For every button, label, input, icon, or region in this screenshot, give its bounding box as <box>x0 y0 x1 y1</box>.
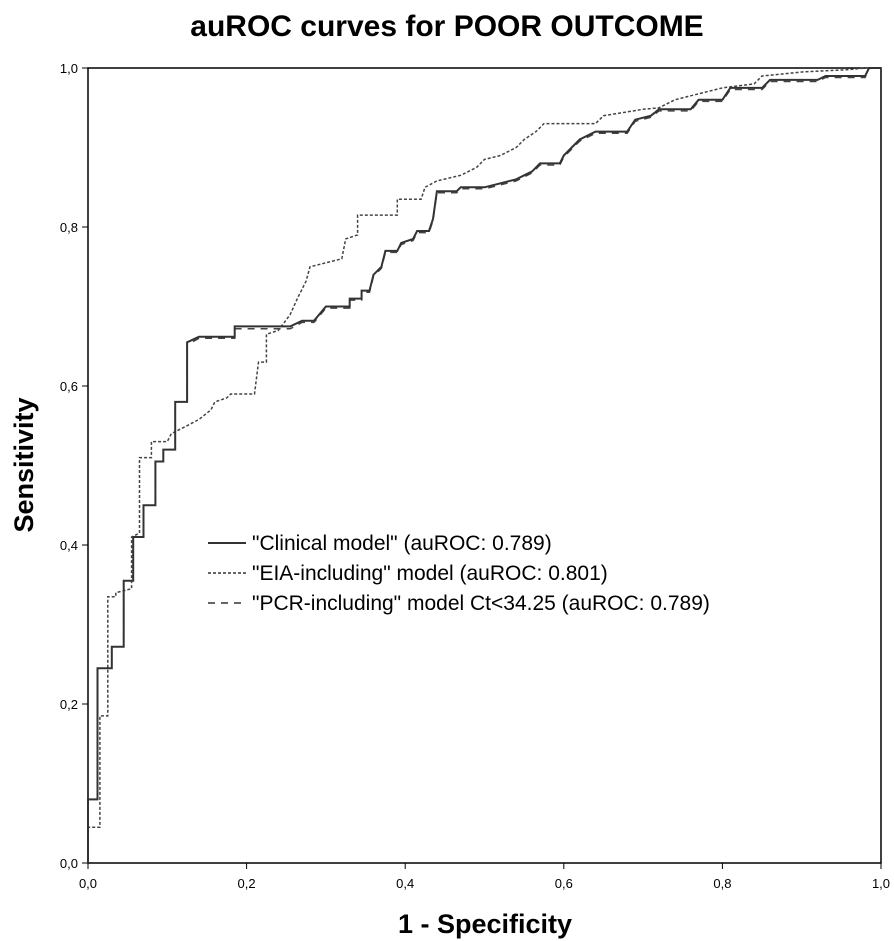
y-axis-title: Sensitivity <box>9 397 39 532</box>
y-tick-label: 0,8 <box>60 220 78 235</box>
x-tick-label: 0,8 <box>713 876 731 891</box>
y-axis-ticks: 0,0 0,2 0,4 0,6 0,8 1,0 <box>60 61 88 871</box>
x-tick-label: 0,4 <box>396 876 414 891</box>
legend-label-2: "PCR-including" model Ct<34.25 (auROC: 0… <box>252 592 710 615</box>
series-group <box>87 67 881 863</box>
chart-title: auROC curves for POOR OUTCOME <box>190 10 704 43</box>
legend: "Clinical model" (auROC: 0.789) "EIA-incl… <box>208 532 710 615</box>
x-tick-label: 1,0 <box>872 876 890 891</box>
y-tick-label: 0,2 <box>60 697 78 712</box>
series-line-1 <box>87 67 881 863</box>
y-tick-label: 0,4 <box>60 538 78 553</box>
y-tick-label: 1,0 <box>60 61 78 76</box>
x-axis-ticks: 0,0 0,2 0,4 0,6 0,8 1,0 <box>79 863 890 891</box>
x-tick-label: 0,0 <box>79 876 97 891</box>
legend-label-1: "EIA-including" model (auROC: 0.801) <box>252 562 608 585</box>
y-tick-label: 0,6 <box>60 379 78 394</box>
x-axis-title: 1 - Specificity <box>398 909 572 939</box>
series-line-0 <box>87 67 881 863</box>
plot-frame <box>87 67 882 864</box>
x-tick-label: 0,6 <box>555 876 573 891</box>
y-tick-label: 0,0 <box>60 856 78 871</box>
x-tick-label: 0,2 <box>238 876 256 891</box>
legend-label-0: "Clinical model" (auROC: 0.789) <box>252 532 552 555</box>
